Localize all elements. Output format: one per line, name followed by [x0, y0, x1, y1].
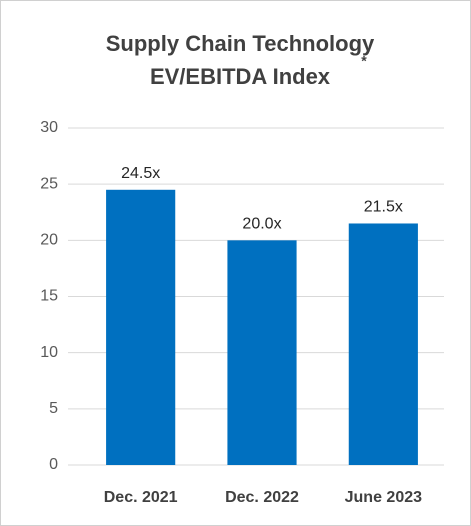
- bar: [106, 189, 176, 466]
- data-label: 20.0x: [242, 216, 281, 233]
- y-tick-label: 15: [40, 288, 58, 305]
- y-tick-label: 30: [40, 119, 58, 136]
- x-tick-label: Dec. 2022: [225, 489, 299, 506]
- bar: [227, 240, 297, 465]
- chart-title-line-1: Supply Chain Technology: [106, 31, 375, 56]
- y-tick-label: 5: [49, 400, 58, 417]
- x-tick-label: Dec. 2021: [104, 489, 178, 506]
- chart-title-line-2: EV/EBITDA Index: [150, 64, 331, 89]
- bar: [348, 223, 418, 465]
- y-tick-label: 25: [40, 175, 58, 192]
- y-tick-label: 10: [40, 344, 58, 361]
- x-tick-label: June 2023: [345, 489, 422, 506]
- data-label: 21.5x: [364, 199, 403, 216]
- title-annotation: *: [361, 53, 367, 69]
- data-label: 24.5x: [121, 165, 160, 182]
- y-tick-label: 20: [40, 232, 58, 249]
- y-tick-label: 0: [49, 456, 58, 473]
